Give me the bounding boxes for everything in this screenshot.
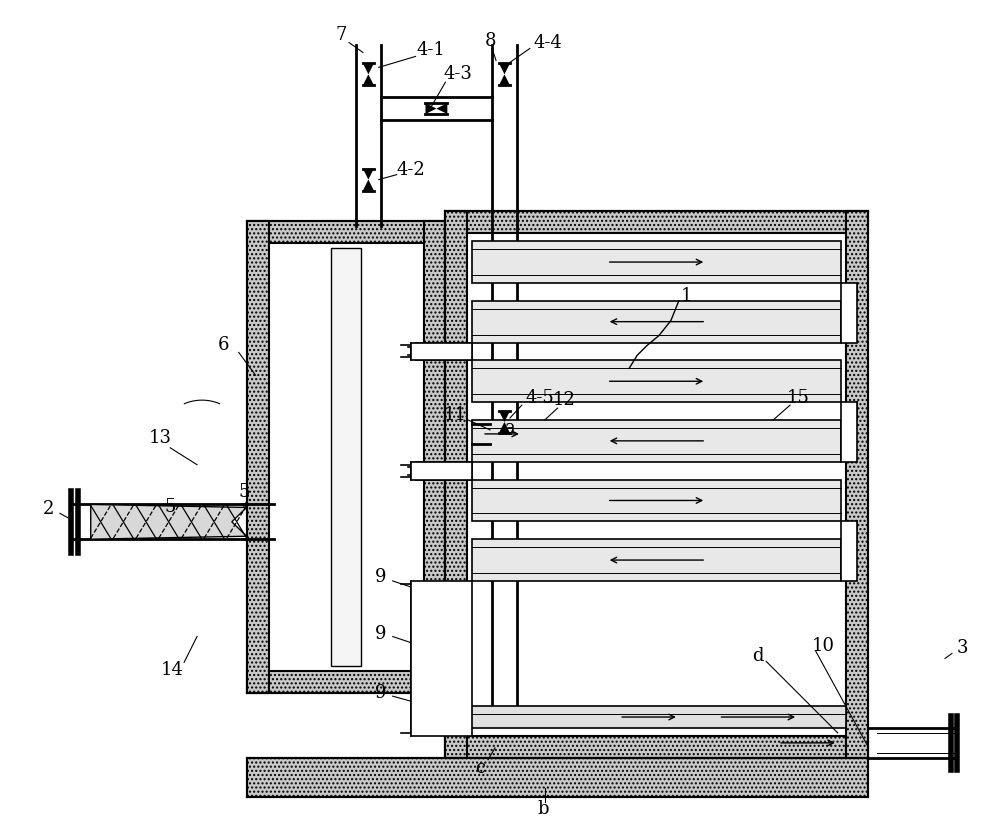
Text: 12: 12 [553,391,576,409]
Bar [841,283,857,343]
Text: c: c [475,759,485,777]
Text: 8: 8 [484,32,496,50]
Polygon shape [363,169,374,180]
Bar [331,248,361,666]
Polygon shape [499,422,510,433]
Bar [841,522,857,581]
Text: 4-3: 4-3 [444,66,473,83]
Text: 9: 9 [375,625,387,643]
Text: 11: 11 [444,406,467,424]
Polygon shape [499,63,510,74]
Polygon shape [425,103,436,114]
Bar [269,243,424,671]
Text: 4-5: 4-5 [525,389,554,407]
Bar [247,758,868,797]
Bar [472,480,841,522]
Bar [411,581,472,736]
Bar [411,343,472,360]
Text: b: b [537,801,548,818]
Text: 1: 1 [681,286,693,305]
Text: d: d [753,648,764,665]
Bar [416,462,472,480]
Bar [424,221,445,693]
Text: 13: 13 [149,429,172,447]
Bar [472,360,841,402]
Text: 6: 6 [218,337,230,354]
Text: 2: 2 [42,501,54,518]
Text: 15: 15 [787,389,809,407]
Text: 9: 9 [375,685,387,702]
Bar [467,234,846,736]
Polygon shape [499,74,510,85]
Polygon shape [363,180,374,191]
Bar [445,736,868,758]
Bar [411,462,472,480]
Bar [841,402,857,462]
Text: 9: 9 [375,568,387,586]
Bar [416,343,472,360]
Bar [247,671,445,693]
Text: 4-1: 4-1 [416,41,445,60]
Bar [472,539,841,581]
Bar [472,241,841,283]
Polygon shape [91,505,247,539]
Bar [472,301,841,343]
Text: a: a [505,419,515,437]
Text: 10: 10 [811,638,834,655]
Text: 4-4: 4-4 [533,34,562,51]
Bar [247,221,269,693]
Polygon shape [363,63,374,74]
Bar [445,212,868,234]
Polygon shape [363,74,374,85]
Bar [247,221,445,243]
Polygon shape [499,411,510,422]
Bar [467,706,846,728]
Text: 7: 7 [335,25,347,44]
Polygon shape [436,103,447,114]
Bar [846,212,868,758]
Bar [445,212,467,758]
Bar [472,420,841,462]
Text: 4-2: 4-2 [396,160,425,179]
Text: 5: 5 [238,482,249,501]
Text: 14: 14 [161,661,184,680]
Text: 3: 3 [956,639,968,658]
Text: 5: 5 [165,498,176,517]
